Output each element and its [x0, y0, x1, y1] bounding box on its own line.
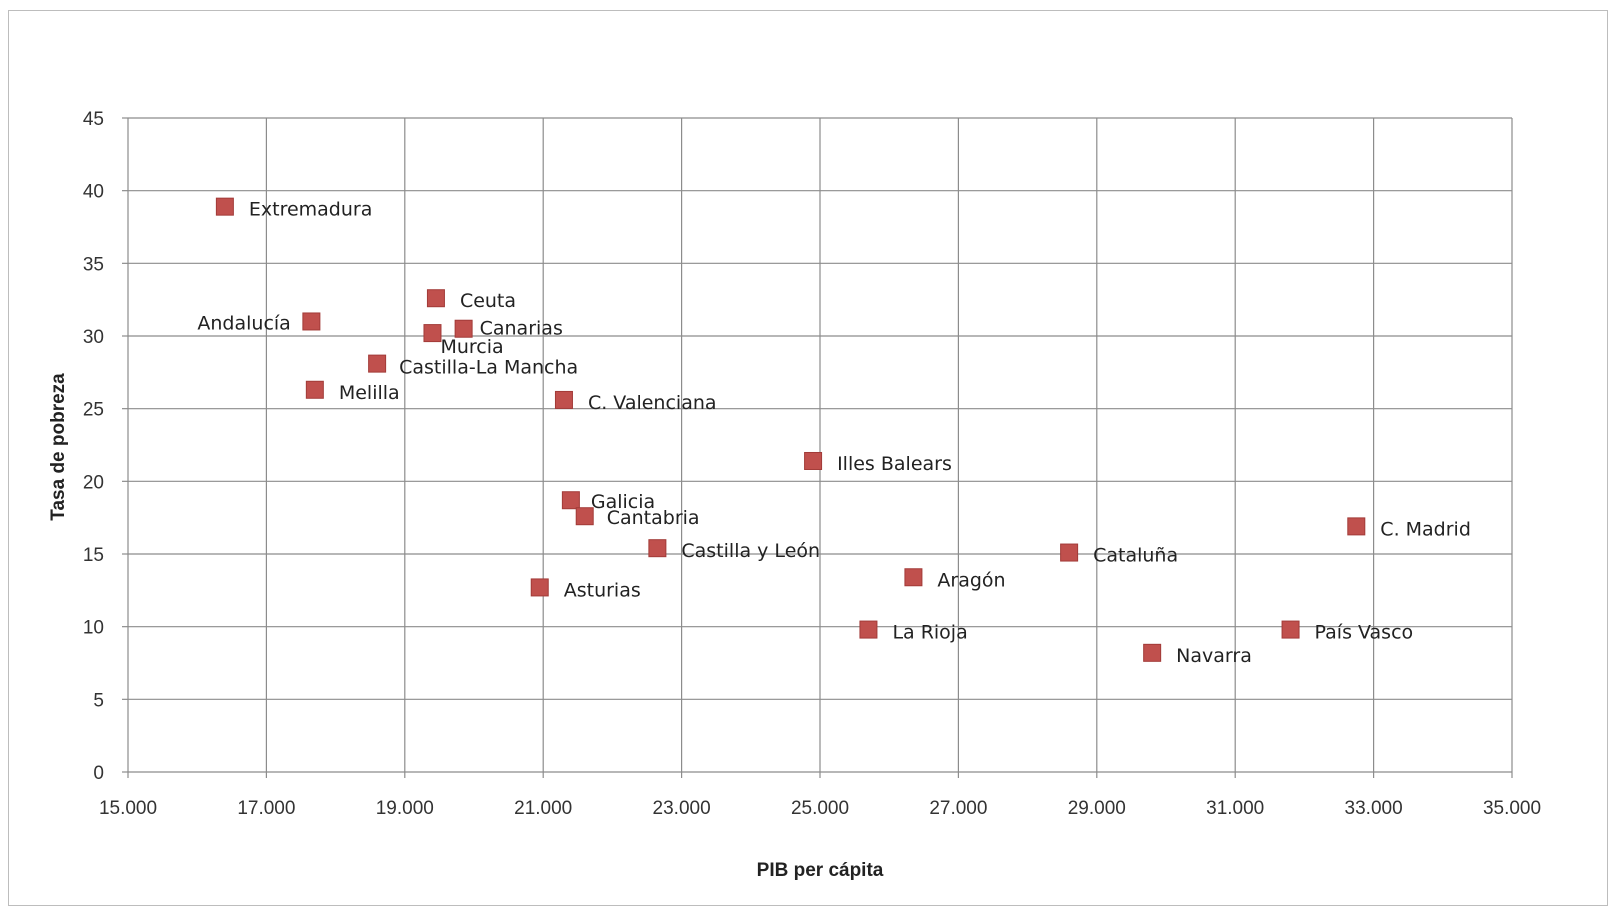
x-tick-label: 17.000 [237, 798, 295, 819]
x-tick-label: 23.000 [653, 798, 711, 819]
data-points [215, 197, 1366, 662]
y-tick-label: 0 [93, 763, 104, 784]
y-tick-label: 25 [83, 400, 104, 421]
data-point-marker [368, 354, 387, 373]
x-tick-label: 31.000 [1206, 798, 1264, 819]
y-tick-label: 10 [83, 618, 104, 639]
x-tick-label: 19.000 [376, 798, 434, 819]
data-point-label: Illes Balears [837, 453, 952, 475]
data-point-marker [1143, 643, 1162, 662]
data-point-marker [454, 319, 473, 338]
y-tick-label: 35 [83, 254, 104, 275]
x-tick-label: 35.000 [1483, 798, 1541, 819]
data-point-marker [1060, 543, 1079, 562]
data-point-marker [1347, 517, 1366, 536]
data-point-label: La Rioja [892, 622, 967, 644]
data-point-label: País Vasco [1315, 622, 1414, 644]
data-point-label: Extremadura [249, 199, 373, 221]
grid [127, 117, 1513, 773]
data-point-marker [302, 312, 321, 331]
data-point-label: Ceuta [460, 290, 516, 312]
data-point-label: Aragón [937, 569, 1005, 591]
data-point-label: Andalucía [197, 312, 290, 334]
data-point-marker [904, 568, 923, 587]
x-tick-label: 33.000 [1345, 798, 1403, 819]
x-tick-label: 27.000 [929, 798, 987, 819]
data-point-label: Castilla-La Mancha [399, 357, 578, 379]
y-tick-label: 40 [83, 182, 104, 203]
data-point-marker [530, 578, 549, 597]
x-tick-label: 15.000 [99, 798, 157, 819]
data-labels: ExtremaduraAndalucíaCeutaCanariasMurciaC… [197, 199, 1471, 667]
y-tick-label: 45 [83, 109, 104, 130]
data-point-label: Galicia [591, 491, 655, 513]
data-point-marker [554, 390, 573, 409]
data-point-label: Navarra [1176, 645, 1252, 667]
data-point-marker [575, 507, 594, 526]
data-point-marker [423, 324, 442, 343]
data-point-label: Asturias [564, 579, 641, 601]
data-point-marker [648, 539, 667, 558]
y-tick-label: 15 [83, 545, 104, 566]
x-axis-title: PIB per cápita [757, 860, 884, 881]
data-point-marker [1281, 620, 1300, 639]
x-tick-label: 21.000 [514, 798, 572, 819]
data-point-marker [804, 451, 823, 470]
x-tick-label: 25.000 [791, 798, 849, 819]
y-axis-ticks: 0 5 10 15 20 25 30 35 40 45 [83, 109, 128, 784]
data-point-label: Murcia [440, 336, 503, 358]
y-axis-title: Tasa de pobreza [48, 373, 69, 521]
data-point-marker [426, 289, 445, 308]
data-point-marker [561, 491, 580, 510]
data-point-label: C. Madrid [1380, 518, 1471, 540]
data-point-marker [305, 380, 324, 399]
data-point-label: Cantabria [607, 507, 700, 529]
data-point-label: Cataluña [1093, 545, 1178, 567]
data-point-label: Melilla [339, 382, 400, 404]
x-tick-label: 29.000 [1068, 798, 1126, 819]
data-point-marker [215, 197, 234, 216]
y-tick-label: 5 [93, 690, 104, 711]
data-point-label: Canarias [480, 318, 563, 340]
data-point-marker [859, 620, 878, 639]
data-point-label: C. Valenciana [588, 392, 717, 414]
y-tick-label: 20 [83, 472, 104, 493]
y-tick-label: 30 [83, 327, 104, 348]
data-point-label: Castilla y León [681, 540, 820, 562]
x-axis-ticks: 15.000 17.000 19.000 21.000 23.000 25.000 27.0… [99, 772, 1541, 819]
